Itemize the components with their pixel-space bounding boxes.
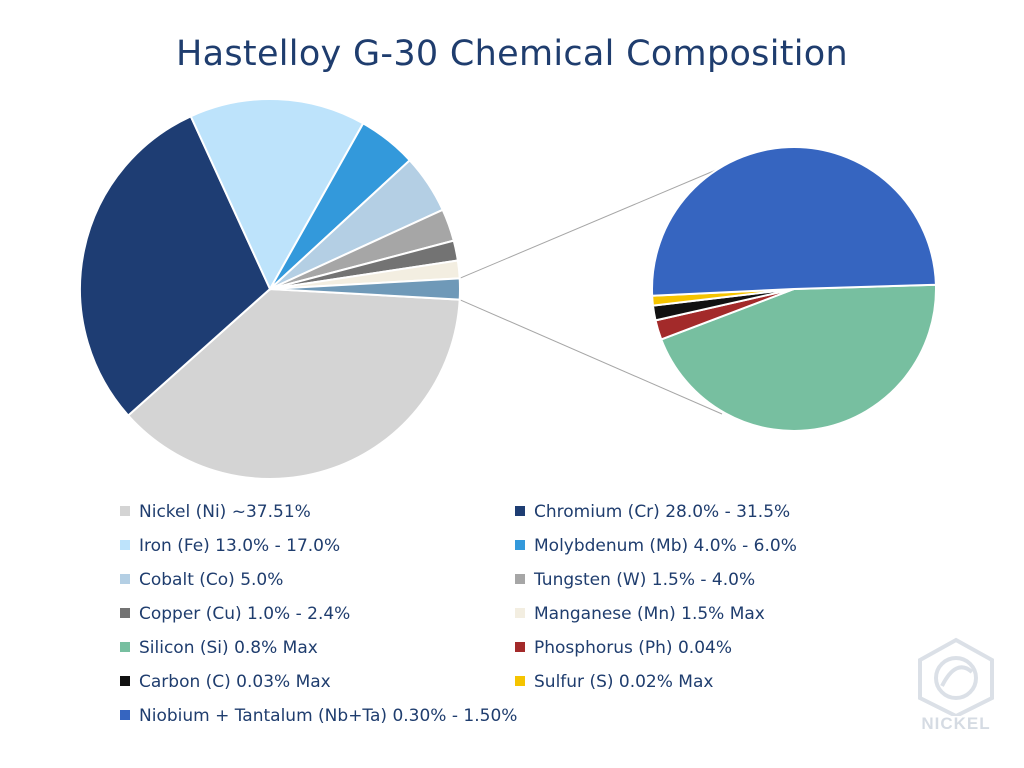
legend-item-sulfur: Sulfur (S) 0.02% Max: [515, 670, 713, 694]
nickel-logo-icon: [918, 637, 994, 719]
legend-item-chromium: Chromium (Cr) 28.0% - 31.5%: [515, 500, 790, 524]
legend-item-cobalt: Cobalt (Co) 5.0%: [120, 568, 283, 592]
legend-swatch: [515, 574, 525, 584]
legend-label: Tungsten (W) 1.5% - 4.0%: [534, 570, 756, 590]
legend-item-copper: Copper (Cu) 1.0% - 2.4%: [120, 602, 350, 626]
legend-item-nickel: Nickel (Ni) ~37.51%: [120, 500, 311, 524]
legend-swatch: [120, 506, 130, 516]
legend-item-iron: Iron (Fe) 13.0% - 17.0%: [120, 534, 340, 558]
legend-item-phosphorus: Phosphorus (Ph) 0.04%: [515, 636, 732, 660]
legend-swatch: [120, 710, 130, 720]
legend-swatch: [120, 574, 130, 584]
pie-connector-lines: [459, 169, 723, 415]
legend-label: Iron (Fe) 13.0% - 17.0%: [139, 536, 341, 556]
legend-item-molybdenum: Molybdenum (Mb) 4.0% - 6.0%: [515, 534, 797, 558]
legend-swatch: [120, 608, 130, 618]
legend-swatch: [515, 642, 525, 652]
chart-title: Hastelloy G-30 Chemical Composition: [176, 34, 848, 74]
legend-label: Manganese (Mn) 1.5% Max: [534, 604, 765, 624]
legend-swatch: [515, 506, 525, 516]
main-slice-other: [269, 277, 462, 301]
main-pie: [78, 98, 462, 481]
legend-swatch: [515, 676, 525, 686]
legend-swatch: [515, 608, 525, 618]
legend-label: Silicon (Si) 0.8% Max: [139, 638, 318, 658]
legend-label: Cobalt (Co) 5.0%: [139, 570, 284, 590]
main-slice-chromium: [78, 114, 272, 417]
legend-swatch: [120, 540, 130, 550]
connector-line-top: [459, 169, 717, 279]
legend-item-silicon: Silicon (Si) 0.8% Max: [120, 636, 318, 660]
legend-label: Phosphorus (Ph) 0.04%: [534, 638, 732, 658]
legend-label: Carbon (C) 0.03% Max: [139, 672, 331, 692]
secondary-pie: [651, 146, 937, 432]
watermark-text: NICKEL: [921, 714, 991, 733]
watermark-logo: NICKEL: [906, 636, 1006, 748]
connector-line-bottom: [459, 299, 723, 415]
legend-item-manganese: Manganese (Mn) 1.5% Max: [515, 602, 765, 626]
legend-label: Niobium + Tantalum (Nb+Ta) 0.30% - 1.50%: [139, 706, 518, 726]
legend-label: Molybdenum (Mb) 4.0% - 6.0%: [534, 536, 797, 556]
legend-swatch: [515, 540, 525, 550]
legend-label: Sulfur (S) 0.02% Max: [534, 672, 714, 692]
legend-item-tungsten: Tungsten (W) 1.5% - 4.0%: [515, 568, 755, 592]
legend-swatch: [120, 642, 130, 652]
secondary-slice-niobium-tantalum: [651, 146, 937, 297]
secondary-slice-silicon: [659, 283, 937, 432]
legend-label: Chromium (Cr) 28.0% - 31.5%: [534, 502, 791, 522]
legend-swatch: [120, 676, 130, 686]
legend-item-niobium-tantalum: Niobium + Tantalum (Nb+Ta) 0.30% - 1.50%: [120, 704, 517, 728]
legend-item-carbon: Carbon (C) 0.03% Max: [120, 670, 331, 694]
legend-label: Nickel (Ni) ~37.51%: [139, 502, 311, 522]
legend-label: Copper (Cu) 1.0% - 2.4%: [139, 604, 351, 624]
main-slice-iron: [189, 98, 365, 292]
main-slice-nickel: [126, 287, 461, 481]
